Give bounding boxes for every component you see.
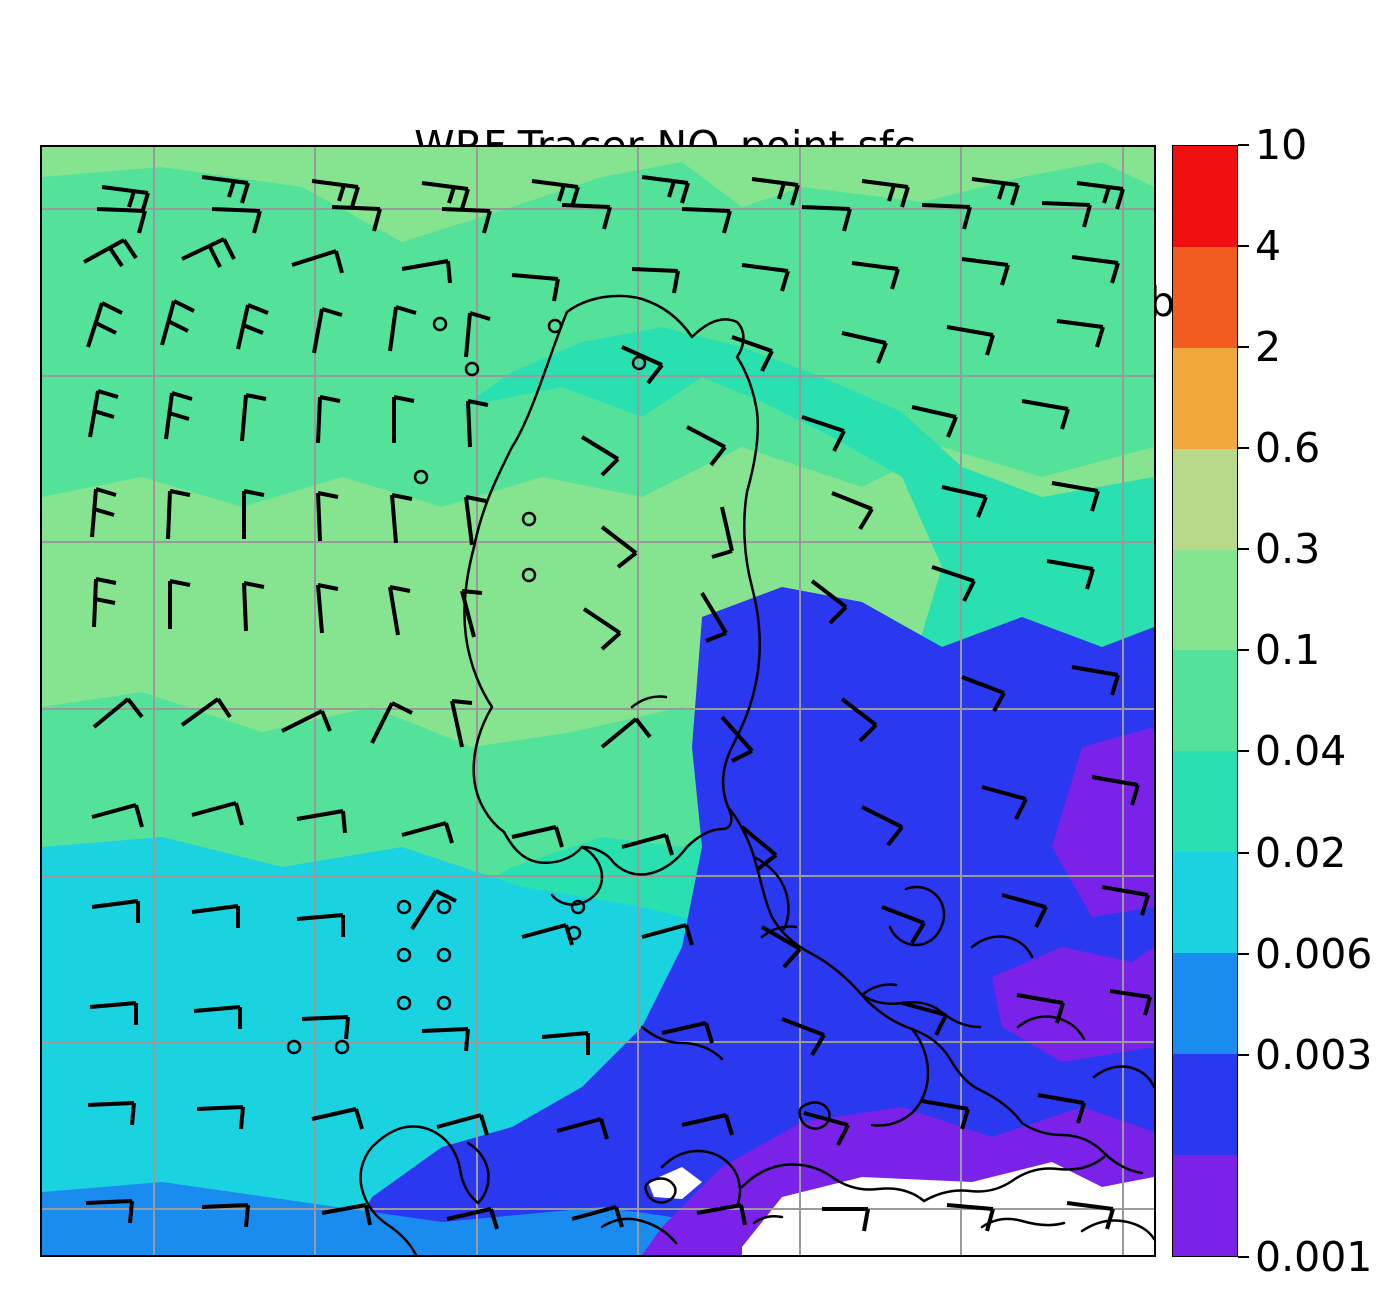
colorbar-segment: [1173, 650, 1237, 752]
colorbar-segment: [1173, 146, 1237, 247]
tick-label: 2: [1255, 323, 1282, 372]
tick-label: 0.006: [1255, 929, 1373, 978]
coastline-overlay: [286, 294, 1154, 1255]
gridline-horizontal: [42, 708, 1154, 710]
tick-label: 0.3: [1255, 525, 1321, 574]
gridline-horizontal: [42, 1208, 1154, 1210]
colorbar-segment: [1173, 751, 1237, 853]
gridline-horizontal: [42, 208, 1154, 210]
tick-label: 0.02: [1255, 828, 1347, 877]
map-plot-area: [40, 145, 1156, 1257]
colorbar-segment: [1173, 448, 1237, 550]
contour-field: [42, 147, 1154, 1255]
tick-mark: [1238, 649, 1249, 652]
tick-label: 0.1: [1255, 626, 1321, 675]
colorbar: [1172, 145, 1238, 1257]
tick-mark: [1238, 1256, 1249, 1258]
tick-mark: [1238, 750, 1249, 753]
gridline-vertical: [153, 147, 155, 1255]
gridline-vertical: [637, 147, 639, 1255]
colorbar-segment: [1173, 1054, 1237, 1155]
tick-label: 0.003: [1255, 1030, 1373, 1079]
colorbar-segment: [1173, 953, 1237, 1055]
colorbar-segment: [1173, 852, 1237, 954]
gridline-horizontal: [42, 375, 1154, 377]
tick-mark: [1238, 1053, 1249, 1056]
tick-mark: [1238, 144, 1249, 146]
tick-mark: [1238, 346, 1249, 349]
tick-mark: [1238, 952, 1249, 955]
gridline-horizontal: [42, 1041, 1154, 1043]
tick-mark: [1238, 447, 1249, 450]
tick-mark: [1238, 548, 1249, 551]
gridline-vertical: [314, 147, 316, 1255]
tick-label: 0.6: [1255, 424, 1321, 473]
tick-label: 10: [1255, 121, 1308, 169]
gridline-vertical: [799, 147, 801, 1255]
gridline-horizontal: [42, 875, 1154, 877]
tick-mark: [1238, 245, 1249, 248]
colorbar-tick-labels: 10 4 2 0.6 0.3 0.1 0.04 0.02: [1238, 123, 1388, 1279]
gridline-vertical: [1122, 147, 1124, 1255]
colorbar-segment: [1173, 347, 1237, 449]
wind-barb-overlay: [83, 175, 1152, 1232]
colorbar-segment: [1173, 246, 1237, 348]
tick-mark: [1238, 851, 1249, 854]
gridline-vertical: [476, 147, 478, 1255]
tick-label: 0.04: [1255, 727, 1347, 776]
tick-label: 4: [1255, 222, 1282, 271]
colorbar-segment: [1173, 549, 1237, 651]
gridline-horizontal: [42, 541, 1154, 543]
gridline-vertical: [960, 147, 962, 1255]
colorbar-segment: [1173, 1154, 1237, 1256]
tick-label: 0.001: [1255, 1233, 1373, 1281]
